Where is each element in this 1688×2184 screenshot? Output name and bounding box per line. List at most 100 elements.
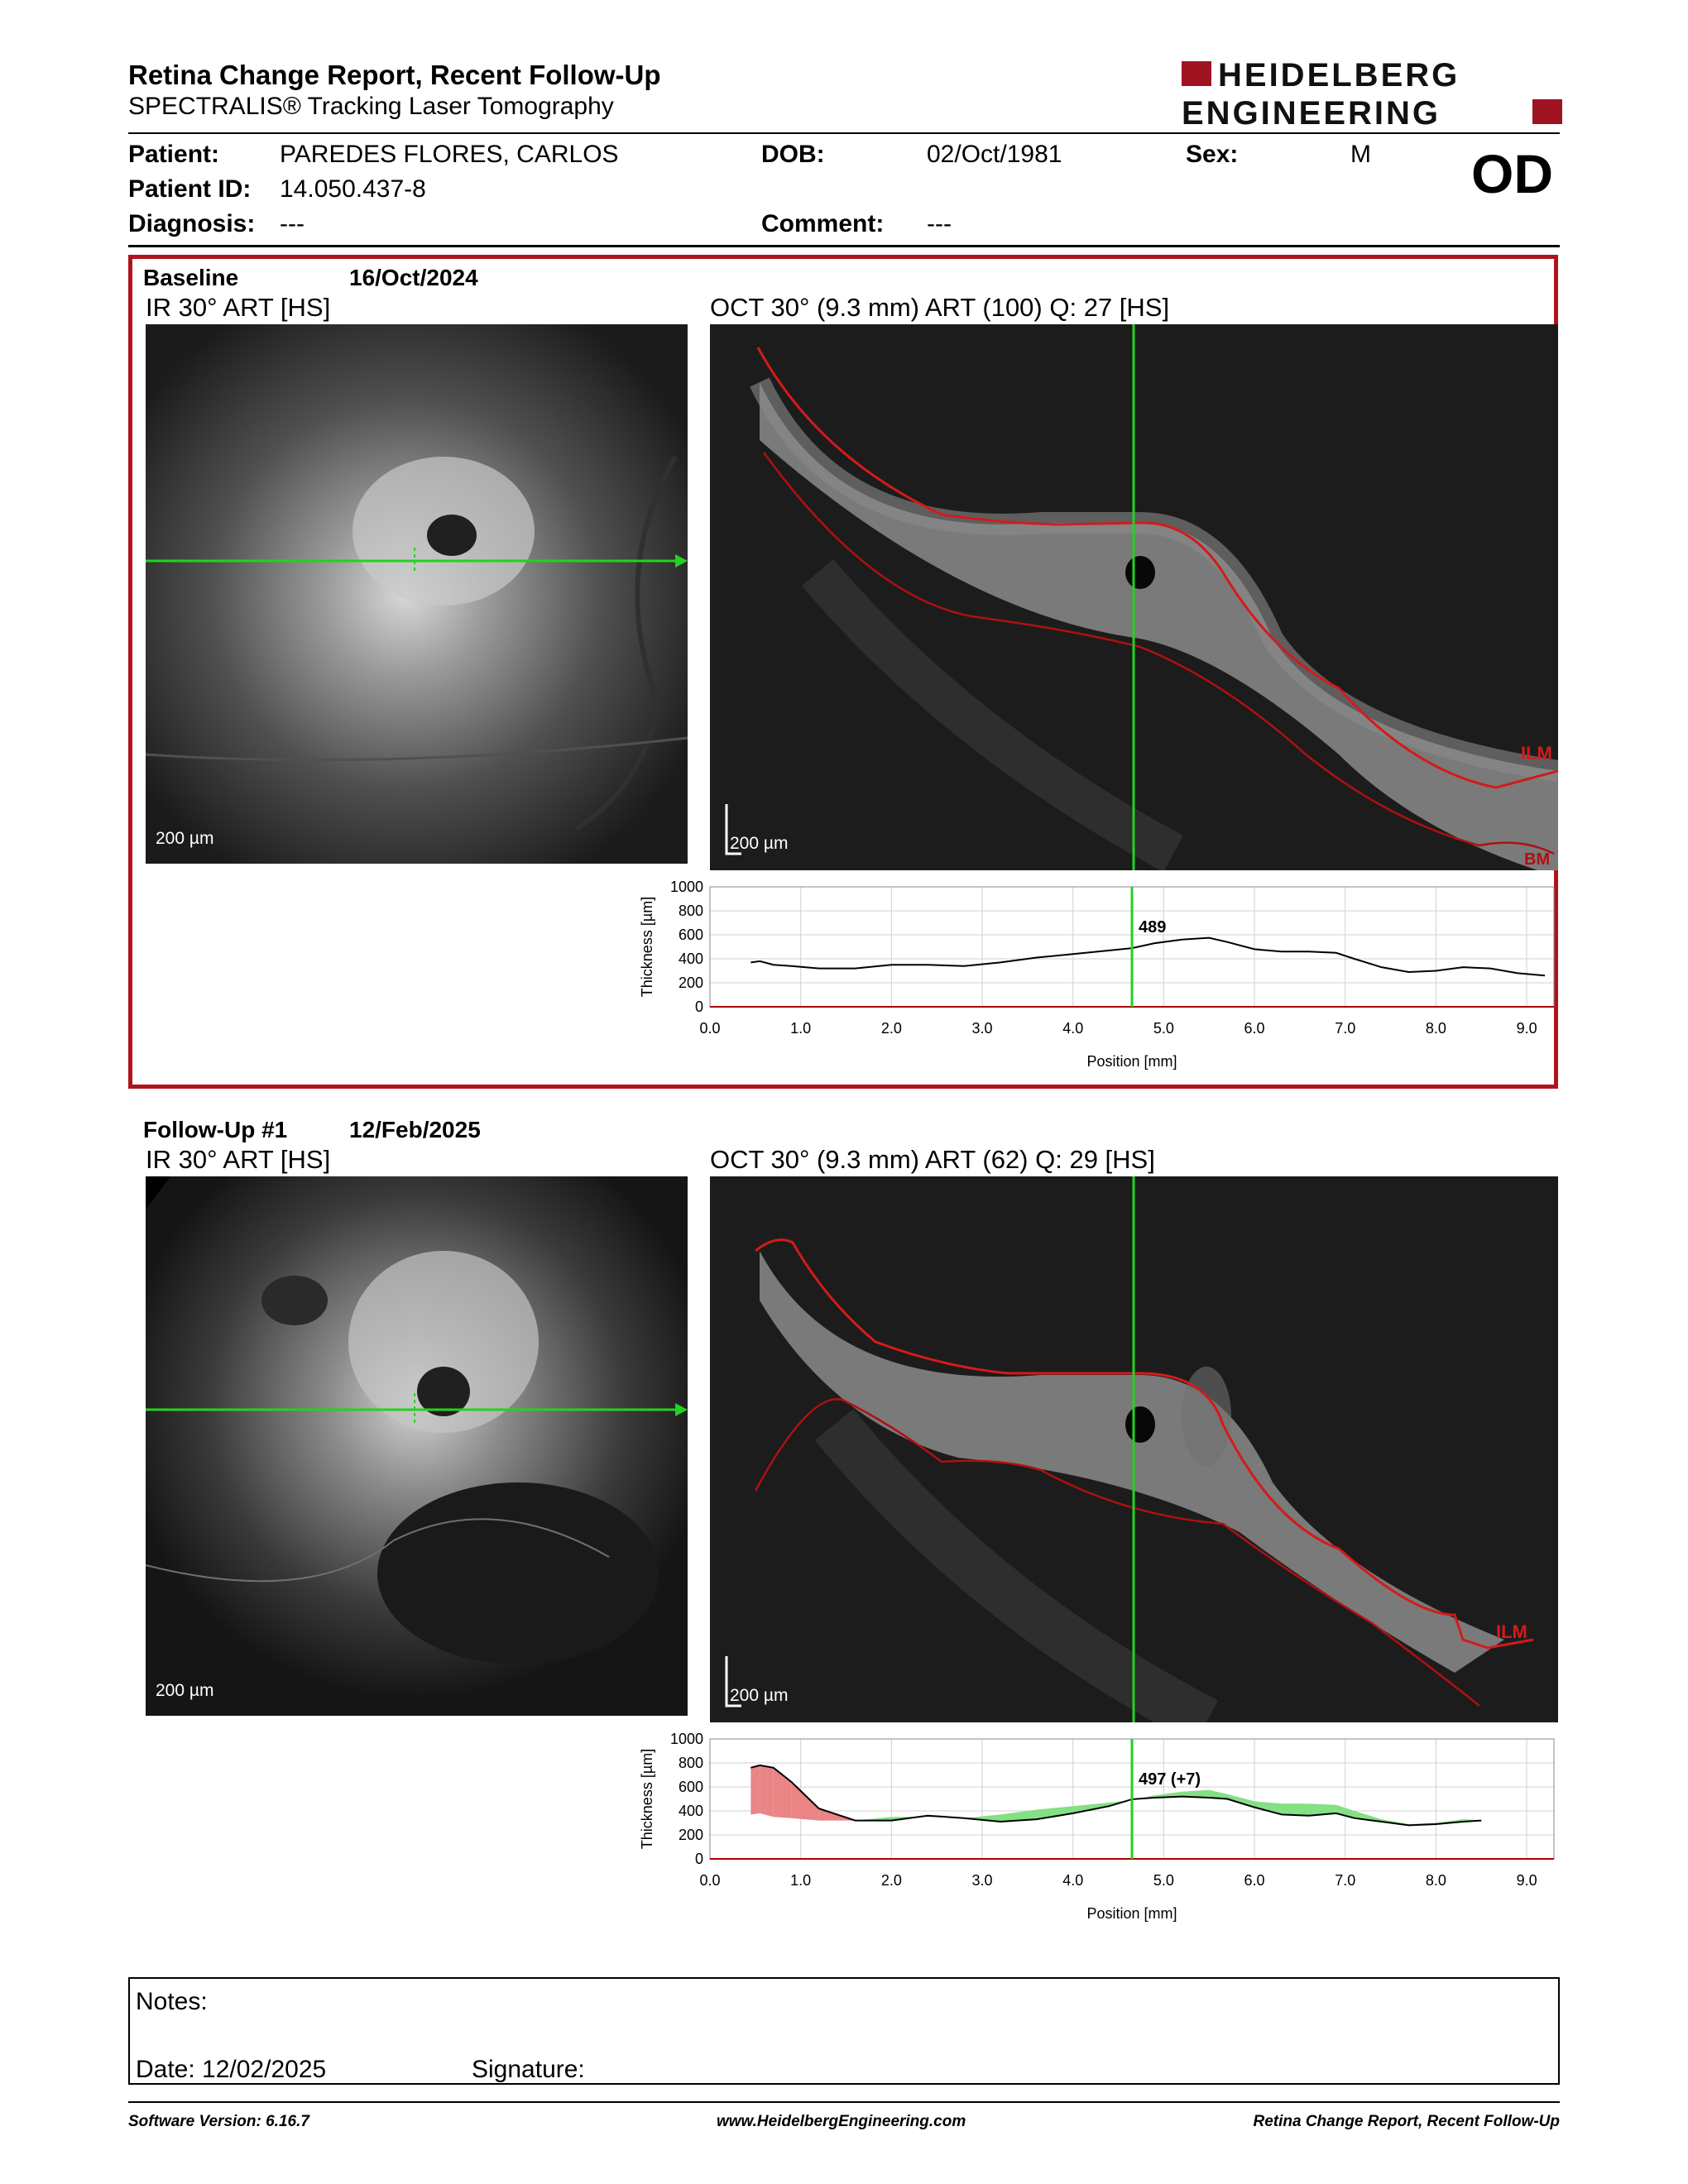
x-tick-label: 9.0 xyxy=(1517,1872,1537,1889)
x-axis-label: Position [mm] xyxy=(1086,1053,1177,1070)
y-tick-label: 600 xyxy=(679,1779,703,1795)
baseline-bm-label: BM xyxy=(1524,850,1551,869)
comment-value: --- xyxy=(927,210,952,237)
notes-date: Date: 12/02/2025 xyxy=(136,2056,327,2083)
thickness-decrease-area xyxy=(1354,1811,1382,1822)
x-tick-label: 3.0 xyxy=(972,1872,993,1889)
thickness-increase-area xyxy=(791,1782,819,1821)
followup-oct-bscan xyxy=(710,1176,1558,1722)
followup-date: 12/Feb/2025 xyxy=(349,1117,481,1142)
notes-label: Notes: xyxy=(136,1988,208,2015)
x-tick-label: 0.0 xyxy=(699,1020,720,1037)
x-tick-label: 4.0 xyxy=(1062,1020,1083,1037)
footer-website[interactable]: www.HeidelbergEngineering.com xyxy=(717,2113,966,2130)
x-tick-label: 8.0 xyxy=(1426,1020,1446,1037)
thickness-decrease-area xyxy=(1036,1806,1073,1820)
x-tick-label: 7.0 xyxy=(1335,1872,1355,1889)
thickness-decrease-area xyxy=(1182,1789,1210,1798)
patient-id-label: Patient ID: xyxy=(128,175,252,203)
followup-oct-title: OCT 30° (9.3 mm) ART (62) Q: 29 [HS] xyxy=(710,1145,1155,1174)
baseline-oct-title: OCT 30° (9.3 mm) ART (100) Q: 27 [HS] xyxy=(710,293,1170,322)
thickness-decrease-area xyxy=(1254,1801,1282,1815)
cursor-value-label: 497 (+7) xyxy=(1139,1770,1201,1789)
baseline-ir-fundus-image xyxy=(146,324,688,864)
diagnosis-label: Diagnosis: xyxy=(128,210,256,237)
x-tick-label: 5.0 xyxy=(1153,1020,1174,1037)
followup-ir-title: IR 30° ART [HS] xyxy=(146,1145,331,1174)
thickness-decrease-area xyxy=(1281,1803,1309,1816)
followup-ir-scale-label: 200 µm xyxy=(156,1681,214,1700)
baseline-ilm-label: ILM xyxy=(1521,743,1552,764)
footer-software-version: Software Version: 6.16.7 xyxy=(128,2113,309,2130)
x-tick-label: 9.0 xyxy=(1517,1020,1537,1037)
y-tick-label: 1000 xyxy=(670,1731,703,1747)
y-axis-label: Thickness [µm] xyxy=(639,1749,655,1849)
y-tick-label: 400 xyxy=(679,1803,703,1819)
followup-oct-scale-label: 200 µm xyxy=(730,1686,789,1705)
diagnosis-value: --- xyxy=(280,210,305,237)
signature-label: Signature: xyxy=(472,2056,585,2083)
heidelberg-logo: HEIDELBERG ENGINEERING xyxy=(1182,57,1562,131)
thickness-line xyxy=(750,936,1546,977)
followup-ir-fundus-image xyxy=(146,1176,688,1716)
followup-ilm-label: ILM xyxy=(1496,1621,1527,1642)
x-tick-label: 6.0 xyxy=(1244,1020,1265,1037)
thickness-increase-area xyxy=(750,1765,760,1815)
svg-text:HEIDELBERG: HEIDELBERG xyxy=(1218,57,1460,93)
patient-id-value: 14.050.437-8 xyxy=(280,175,426,203)
y-tick-label: 600 xyxy=(679,927,703,943)
report-subtitle: SPECTRALIS® Tracking Laser Tomography xyxy=(128,93,614,120)
x-tick-label: 4.0 xyxy=(1062,1872,1083,1889)
y-tick-label: 0 xyxy=(695,1851,703,1867)
comment-label: Comment: xyxy=(761,210,885,237)
y-axis-label: Thickness [µm] xyxy=(639,897,655,997)
notes-box[interactable] xyxy=(128,1977,1560,2085)
report-title: Retina Change Report, Recent Follow-Up xyxy=(128,60,661,90)
x-tick-label: 2.0 xyxy=(881,1872,902,1889)
x-tick-label: 6.0 xyxy=(1244,1872,1265,1889)
footer-report-name: Retina Change Report, Recent Follow-Up xyxy=(1253,2113,1560,2130)
thickness-line xyxy=(750,1764,1482,1827)
x-tick-label: 3.0 xyxy=(972,1020,993,1037)
baseline-oct-bscan xyxy=(710,324,1558,870)
y-tick-label: 800 xyxy=(679,903,703,919)
baseline-label: Baseline xyxy=(143,265,239,290)
x-tick-label: 1.0 xyxy=(790,1872,811,1889)
y-tick-label: 400 xyxy=(679,951,703,967)
y-tick-label: 1000 xyxy=(670,879,703,895)
thickness-decrease-area xyxy=(891,1815,928,1821)
baseline-ir-title: IR 30° ART [HS] xyxy=(146,293,331,322)
x-axis-label: Position [mm] xyxy=(1086,1905,1177,1922)
patient-name: PAREDES FLORES, CARLOS xyxy=(280,141,619,168)
thickness-increase-area xyxy=(760,1765,774,1818)
thickness-decrease-area xyxy=(1209,1789,1228,1799)
x-tick-label: 8.0 xyxy=(1426,1872,1446,1889)
baseline-ir-scale-label: 200 µm xyxy=(156,829,214,848)
followup-thickness-chart: 0 200 400 600 800 1000 0.0 1.0 2.0 3.0 4.0 5.0 6.0 7.… xyxy=(639,1731,1555,1922)
dob-label: DOB: xyxy=(761,141,825,168)
x-tick-label: 5.0 xyxy=(1153,1872,1174,1889)
thickness-decrease-area xyxy=(1227,1794,1255,1808)
x-tick-label: 7.0 xyxy=(1335,1020,1355,1037)
thickness-decrease-area xyxy=(1072,1802,1110,1813)
svg-text:ENGINEERING: ENGINEERING xyxy=(1182,95,1441,131)
thickness-decrease-area xyxy=(1308,1803,1336,1816)
sex-label: Sex: xyxy=(1186,141,1239,168)
x-tick-label: 1.0 xyxy=(790,1020,811,1037)
cursor-value-label: 489 xyxy=(1139,918,1166,936)
baseline-oct-scale-label: 200 µm xyxy=(730,834,789,853)
eye-indicator: OD xyxy=(1471,143,1553,204)
x-tick-label: 2.0 xyxy=(881,1020,902,1037)
y-tick-label: 200 xyxy=(679,975,703,991)
thickness-increase-area xyxy=(773,1767,792,1818)
y-tick-label: 800 xyxy=(679,1755,703,1771)
x-tick-label: 0.0 xyxy=(699,1872,720,1889)
followup-label: Follow-Up #1 xyxy=(143,1117,288,1142)
y-tick-label: 0 xyxy=(695,999,703,1015)
thickness-decrease-area xyxy=(1336,1804,1355,1818)
dob-value: 02/Oct/1981 xyxy=(927,141,1062,168)
y-tick-label: 200 xyxy=(679,1827,703,1843)
thickness-decrease-area xyxy=(1000,1809,1037,1822)
patient-label: Patient: xyxy=(128,141,220,168)
baseline-thickness-chart: 0 200 400 600 800 1000 0.0 1.0 2.0 3.0 4.0 5.0 6.0 7.… xyxy=(639,879,1555,1070)
